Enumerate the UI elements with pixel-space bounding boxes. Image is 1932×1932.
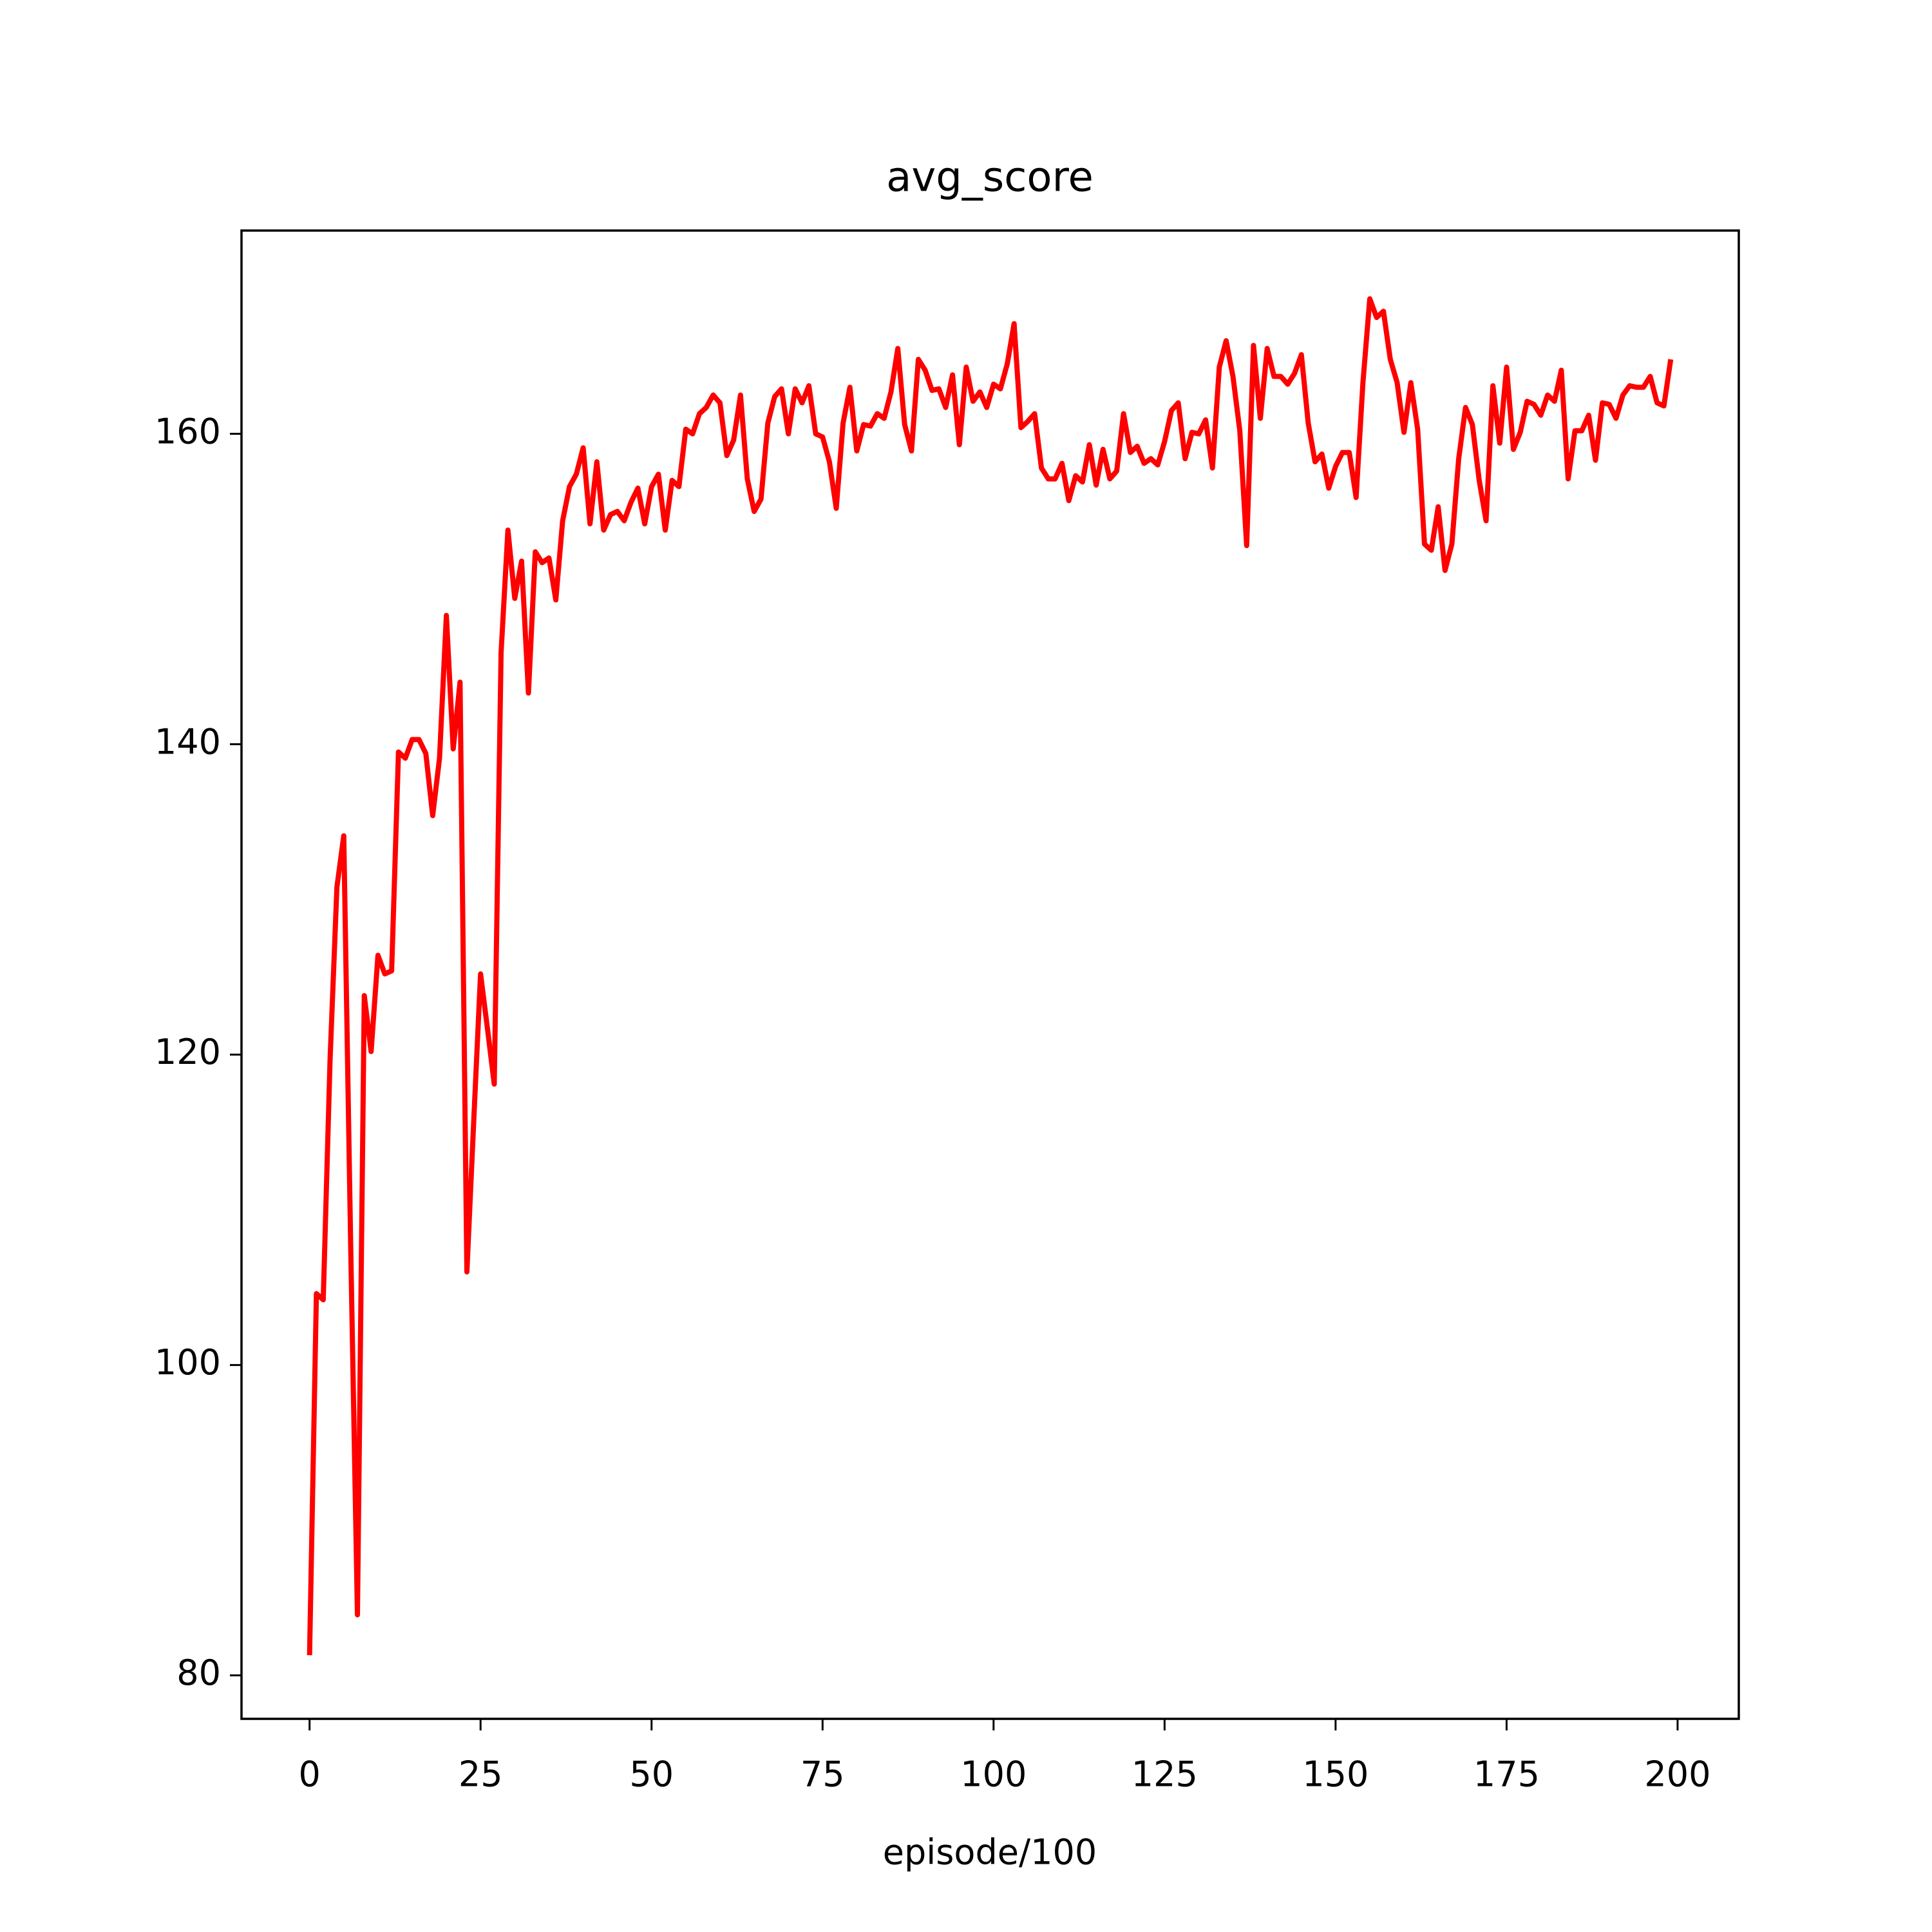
x-tick-label: 200 [1644, 1754, 1710, 1795]
x-tick-label: 125 [1132, 1754, 1198, 1795]
x-tick-label: 100 [960, 1754, 1027, 1795]
data-line [307, 296, 1674, 1656]
x-tick-label: 175 [1473, 1754, 1540, 1795]
y-tick-label: 140 [155, 721, 221, 762]
chart-title: avg_score [886, 154, 1094, 202]
y-tick-label: 120 [155, 1032, 221, 1072]
y-tick-label: 100 [155, 1342, 221, 1383]
y-tick-label: 160 [155, 411, 221, 451]
x-tick-label: 75 [800, 1754, 845, 1795]
x-tick-label: 150 [1302, 1754, 1368, 1795]
x-tick-label: 25 [459, 1754, 503, 1795]
axes-frame [240, 229, 1740, 1720]
y-tick-label: 80 [176, 1653, 221, 1693]
x-tick-label: 0 [299, 1754, 321, 1795]
x-axis-label: episode/100 [883, 1832, 1097, 1873]
x-tick-label: 50 [629, 1754, 674, 1795]
